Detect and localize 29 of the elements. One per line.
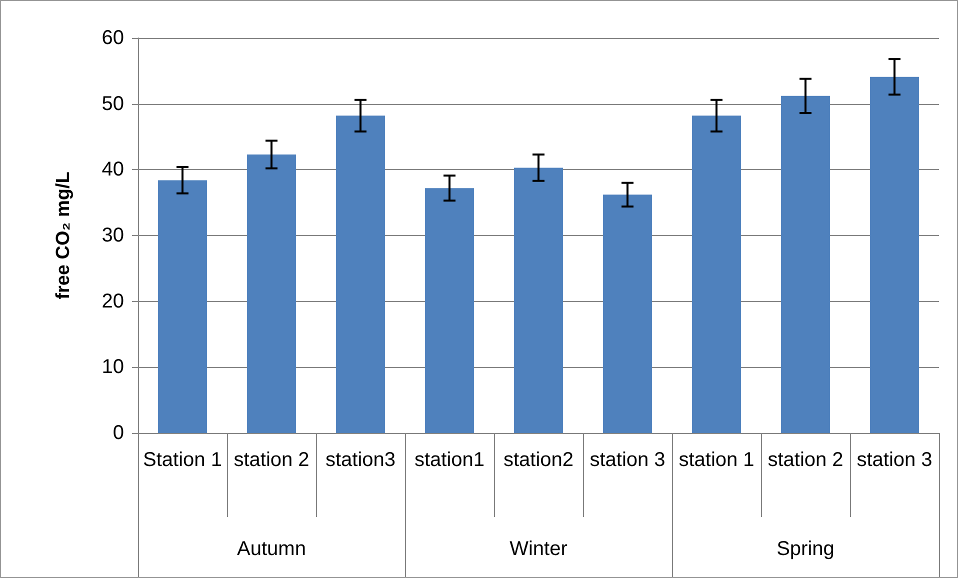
y-tick-label: 30 bbox=[102, 224, 124, 246]
y-tick-label: 0 bbox=[112, 422, 124, 444]
y-tick-label: 40 bbox=[102, 158, 124, 181]
x-tick-label: station1 bbox=[414, 449, 485, 471]
bar bbox=[336, 116, 385, 433]
x-tick-label: station 3 bbox=[590, 449, 666, 471]
text: Spring bbox=[776, 538, 834, 560]
bar bbox=[870, 76, 919, 433]
y-tick-label: 10 bbox=[102, 356, 124, 378]
bar bbox=[425, 188, 474, 433]
text: Autumn bbox=[237, 538, 306, 560]
x-tick-label: station3 bbox=[325, 449, 396, 471]
x-tick-label: Station 1 bbox=[143, 449, 222, 471]
y-tick-label: 50 bbox=[102, 92, 124, 115]
text: Winter bbox=[510, 538, 568, 560]
bar bbox=[247, 154, 296, 433]
bar bbox=[603, 194, 652, 433]
bar bbox=[158, 180, 207, 433]
x-tick-label: station 2 bbox=[768, 449, 844, 471]
y-tick-label: 60 bbox=[102, 27, 124, 49]
y-axis-title: free CO₂ mg/L bbox=[53, 171, 74, 300]
bar bbox=[692, 116, 741, 433]
bar bbox=[781, 96, 830, 433]
x-tick-label: station2 bbox=[503, 449, 574, 471]
x-tick-label: station 1 bbox=[678, 449, 754, 471]
y-tick-label: 20 bbox=[102, 290, 124, 312]
x-tick-label: station 2 bbox=[234, 449, 310, 471]
bar bbox=[514, 168, 563, 433]
x-tick-label: station 3 bbox=[856, 449, 932, 471]
